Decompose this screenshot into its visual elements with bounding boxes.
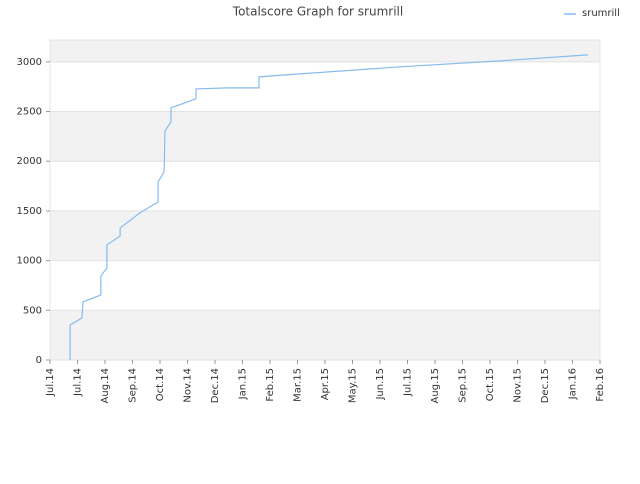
x-tick-label: May.15 bbox=[348, 368, 359, 403]
x-tick-label: Nov.15 bbox=[513, 368, 524, 403]
y-tick-label: 2500 bbox=[17, 107, 42, 118]
x-tick-label: Jul.14 bbox=[45, 368, 56, 397]
x-tick-label: Oct.14 bbox=[155, 368, 166, 401]
x-tick-label: Feb.15 bbox=[265, 368, 276, 402]
grid-band bbox=[50, 310, 600, 360]
x-tick-label: Jul.15 bbox=[403, 368, 414, 397]
x-tick-label: Jan.15 bbox=[238, 368, 249, 400]
y-tick-label: 1000 bbox=[17, 256, 42, 267]
x-tick-label: Oct.15 bbox=[485, 368, 496, 401]
x-tick-label: Jun.15 bbox=[375, 368, 386, 401]
y-tick-label: 1500 bbox=[17, 206, 42, 217]
grid-band bbox=[50, 161, 600, 211]
x-tick-label: Feb.16 bbox=[595, 368, 606, 402]
chart-title: Totalscore Graph for srumrill bbox=[232, 5, 403, 19]
plot-background bbox=[50, 40, 600, 360]
x-tick-label: Apr.15 bbox=[320, 368, 331, 400]
x-tick-label: Mar.15 bbox=[293, 368, 304, 402]
y-tick-label: 2000 bbox=[17, 156, 42, 167]
grid-band bbox=[50, 40, 600, 62]
grid-band bbox=[50, 111, 600, 162]
grid-band bbox=[50, 260, 600, 311]
x-tick-label: Sep.14 bbox=[128, 368, 139, 403]
x-tick-label: Dec.14 bbox=[210, 368, 221, 403]
x-tick-label: Sep.15 bbox=[458, 368, 469, 403]
x-tick-label: Aug.14 bbox=[100, 368, 111, 403]
x-tick-label: Dec.15 bbox=[540, 368, 551, 403]
y-tick-label: 0 bbox=[36, 355, 42, 366]
x-tick-label: Jan.16 bbox=[568, 368, 579, 400]
data-line bbox=[69, 54, 588, 360]
y-tick-label: 3000 bbox=[17, 57, 42, 68]
grid-band bbox=[50, 61, 600, 112]
grid-band bbox=[50, 210, 600, 261]
legend-label: srumrill bbox=[582, 8, 620, 19]
y-tick-label: 500 bbox=[23, 305, 42, 316]
x-tick-label: Aug.15 bbox=[430, 368, 441, 403]
x-tick-label: Jul.14 bbox=[73, 368, 84, 397]
x-tick-label: Nov.14 bbox=[183, 368, 194, 403]
